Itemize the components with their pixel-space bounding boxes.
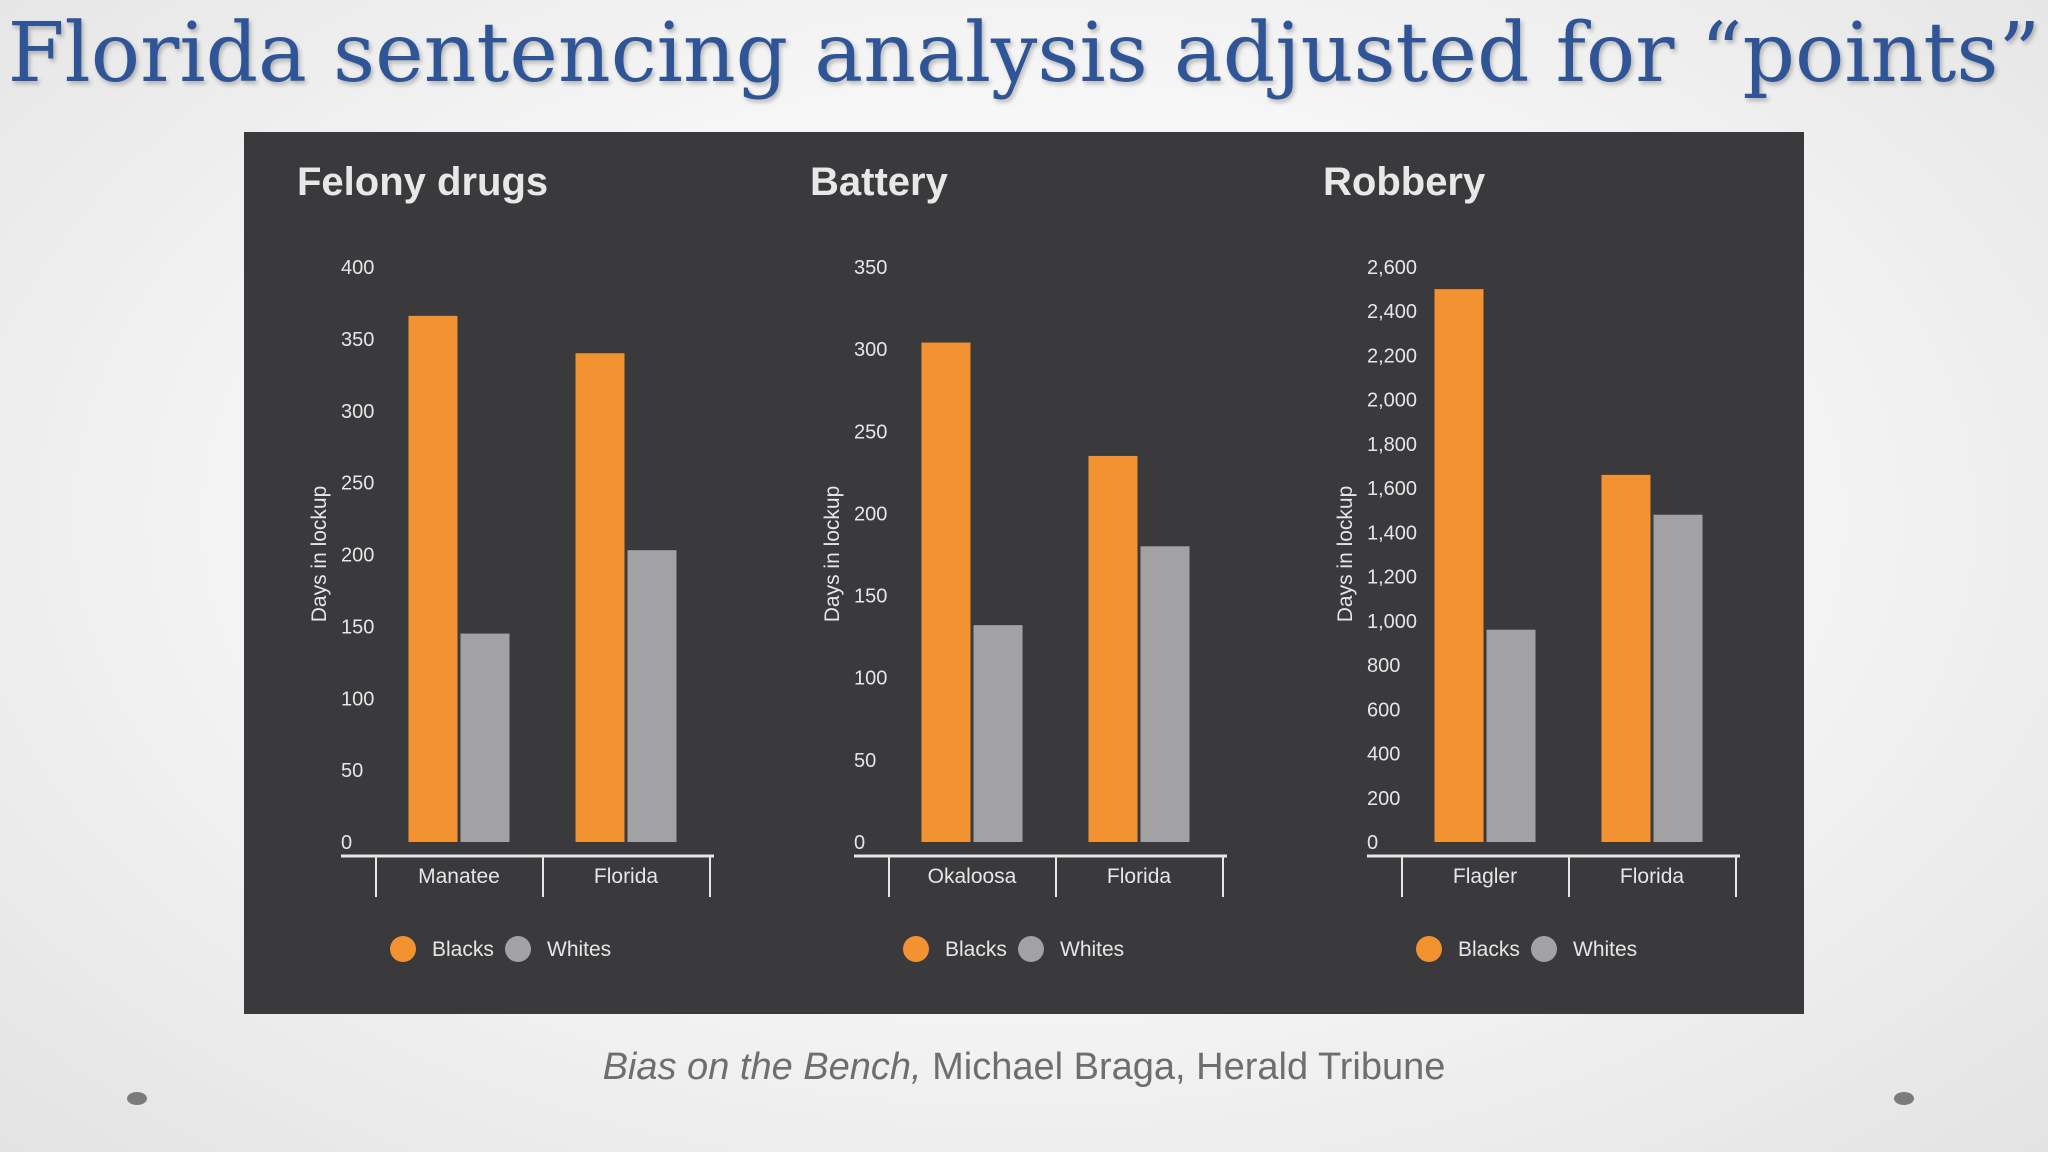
x-tick-label: Okaloosa — [928, 865, 1017, 888]
bar-whites-manatee — [460, 633, 510, 842]
y-tick-label: 0 — [1367, 832, 1378, 854]
y-tick-label: 100 — [854, 668, 887, 690]
y-tick-label: 0 — [854, 832, 865, 854]
chart-title: Felony drugs — [297, 160, 548, 204]
y-tick-label: 50 — [854, 750, 876, 772]
y-tick-label: 1,200 — [1367, 567, 1417, 589]
legend-swatch-blacks — [903, 936, 929, 962]
y-tick-label: 350 — [854, 257, 887, 279]
legend-label-whites: Whites — [547, 938, 611, 961]
bar-whites-okaloosa — [973, 625, 1023, 842]
y-tick-label: 0 — [341, 832, 352, 854]
y-tick-label: 300 — [341, 401, 374, 423]
y-tick-label: 250 — [341, 473, 374, 495]
y-tick-label: 1,400 — [1367, 522, 1417, 544]
y-tick-label: 200 — [1367, 788, 1400, 810]
y-tick-label: 2,400 — [1367, 301, 1417, 323]
y-tick-label: 250 — [854, 421, 887, 443]
y-tick-label: 150 — [854, 586, 887, 608]
y-tick-label: 200 — [341, 545, 374, 567]
nav-dot-left[interactable] — [127, 1092, 147, 1105]
x-tick-label: Flagler — [1453, 865, 1517, 888]
y-axis-label: Days in lockup — [821, 486, 844, 623]
bar-whites-florida — [627, 550, 677, 842]
charts-svg: Felony drugs Days in lockup 0 50 100 150 200 25… — [297, 160, 1740, 962]
y-tick-label: 600 — [1367, 699, 1400, 721]
source-caption-italic: Bias on the Bench, — [602, 1046, 922, 1088]
y-tick-label: 2,600 — [1367, 257, 1417, 279]
y-tick-label: 100 — [341, 688, 374, 710]
bar-whites-flagler — [1486, 629, 1536, 842]
y-tick-label: 50 — [341, 760, 363, 782]
legend-swatch-blacks — [1416, 936, 1442, 962]
chart-title: Robbery — [1323, 160, 1486, 204]
source-caption: Bias on the Bench, Michael Braga, Herald… — [0, 1046, 2048, 1089]
nav-dot-right[interactable] — [1894, 1092, 1914, 1105]
bar-blacks-okaloosa — [921, 342, 971, 842]
x-tick-label: Florida — [1107, 865, 1172, 888]
legend-swatch-whites — [1018, 936, 1044, 962]
slide-title: Florida sentencing analysis adjusted for… — [7, 6, 2041, 101]
legend-label-blacks: Blacks — [945, 938, 1007, 961]
bar-blacks-florida — [1088, 455, 1138, 842]
legend-swatch-whites — [1531, 936, 1557, 962]
bar-blacks-manatee — [408, 315, 458, 842]
x-tick-label: Florida — [1620, 865, 1685, 888]
y-tick-label: 150 — [341, 616, 374, 638]
y-tick-label: 300 — [854, 339, 887, 361]
y-tick-label: 2,000 — [1367, 390, 1417, 412]
legend-label-blacks: Blacks — [432, 938, 494, 961]
source-caption-rest: Michael Braga, Herald Tribune — [921, 1046, 1446, 1088]
y-tick-label: 200 — [854, 503, 887, 525]
y-axis-label: Days in lockup — [1334, 486, 1357, 623]
chart-title: Battery — [810, 160, 949, 204]
y-tick-label: 350 — [341, 329, 374, 351]
legend-swatch-whites — [505, 936, 531, 962]
legend-label-whites: Whites — [1573, 938, 1637, 961]
y-tick-label: 1,600 — [1367, 478, 1417, 500]
y-tick-label: 800 — [1367, 655, 1400, 677]
chart-panel: Felony drugs Days in lockup 0 50 100 150 200 25… — [244, 132, 1804, 1014]
y-tick-label: 400 — [1367, 744, 1400, 766]
bar-whites-florida — [1140, 546, 1190, 842]
legend-swatch-blacks — [390, 936, 416, 962]
bar-whites-florida — [1653, 514, 1703, 842]
y-tick-label: 2,200 — [1367, 345, 1417, 367]
legend-label-whites: Whites — [1060, 938, 1124, 961]
bar-blacks-florida — [1601, 474, 1651, 842]
y-tick-label: 1,000 — [1367, 611, 1417, 633]
x-tick-label: Florida — [594, 865, 659, 888]
y-axis-label: Days in lockup — [308, 486, 331, 623]
legend-label-blacks: Blacks — [1458, 938, 1520, 961]
y-tick-label: 400 — [341, 257, 374, 279]
bar-blacks-florida — [575, 353, 625, 842]
bar-blacks-flagler — [1434, 289, 1484, 843]
x-tick-label: Manatee — [418, 865, 500, 888]
y-tick-label: 1,800 — [1367, 434, 1417, 456]
